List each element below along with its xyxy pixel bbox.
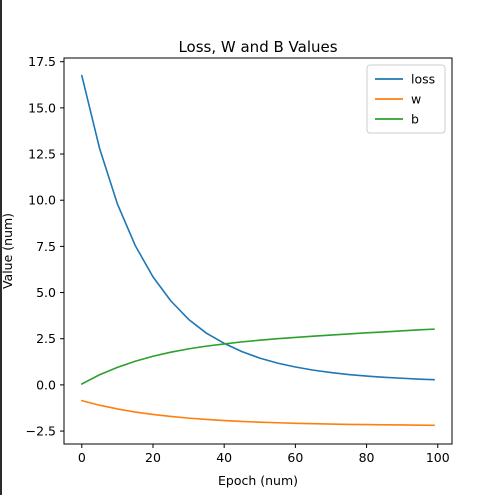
- y-tick-label: −2.5: [26, 424, 56, 439]
- y-tick-label: 0.0: [36, 377, 56, 392]
- y-tick-label: 15.0: [28, 100, 56, 115]
- y-tick-label: 17.5: [28, 54, 56, 69]
- series-line-b: [81, 328, 436, 385]
- legend-box: [366, 64, 446, 134]
- x-tick-label: 40: [216, 450, 232, 465]
- x-tick-label: 80: [359, 450, 375, 465]
- y-tick-label: 5.0: [36, 285, 56, 300]
- window-border: [0, 0, 2, 495]
- y-axis-label: Value (num): [0, 213, 15, 289]
- x-tick-label: 60: [287, 450, 303, 465]
- ticks-layer: 0 20 40 60 80 100 −2.5 0.0 2.5 5.0 7.5 10.0 12.5 15.0…: [26, 54, 450, 465]
- legend: loss wb: [366, 64, 446, 134]
- legend-label-loss: loss: [411, 72, 435, 87]
- x-axis-label: Epoch (num): [218, 473, 298, 488]
- series-layer: [81, 74, 436, 427]
- legend-label-b: b: [411, 112, 419, 127]
- series-line-loss: [81, 74, 436, 381]
- y-tick-label: 12.5: [28, 147, 56, 162]
- y-tick-label: 7.5: [36, 239, 56, 254]
- x-tick-label: 100: [426, 450, 450, 465]
- x-tick-label: 0: [78, 450, 86, 465]
- series-line-w: [81, 399, 436, 427]
- x-tick-label: 20: [145, 450, 161, 465]
- y-tick-label: 10.0: [28, 193, 56, 208]
- y-tick-label: 2.5: [36, 331, 56, 346]
- legend-label-w: w: [411, 92, 421, 107]
- plot-frame: [63, 57, 453, 445]
- chart-title: Loss, W and B Values: [178, 38, 337, 56]
